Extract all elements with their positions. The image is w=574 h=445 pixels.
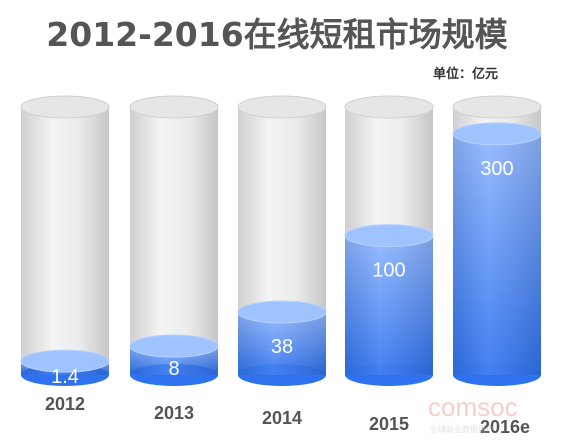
category-label-2014: 2014 xyxy=(262,408,302,428)
bar-2012: 1.4 2012 xyxy=(20,95,110,414)
bar-2013: 8 2013 xyxy=(129,95,219,423)
value-label-2014: 38 xyxy=(271,336,293,358)
cylinder-body-2013 xyxy=(130,107,218,375)
value-label-2012: 1.4 xyxy=(51,366,79,388)
chart-title: 2012-2016在线短租市场规模 xyxy=(46,15,508,54)
cylinder-body-2012 xyxy=(21,107,109,375)
bar-shade-2016e xyxy=(453,133,541,375)
bar-top-2016e xyxy=(452,122,542,146)
cylinder-top-2014 xyxy=(237,95,327,119)
bars-group: 1.4 2012 8 2013 38 2014 100 2015 300 2016e xyxy=(20,95,542,437)
bar-top-2013 xyxy=(129,334,219,358)
category-label-2015: 2015 xyxy=(369,414,409,434)
category-label-2016e: 2016e xyxy=(480,417,530,437)
bar-2014: 38 2014 xyxy=(237,95,327,428)
value-label-2013: 8 xyxy=(168,358,179,380)
cylinder-top-2016e xyxy=(452,95,542,119)
category-label-2012: 2012 xyxy=(45,394,85,414)
watermark: comsoc 全球商业数据用户 xyxy=(428,392,518,434)
value-label-2016e: 300 xyxy=(480,158,513,180)
bar-2015: 100 2015 xyxy=(344,95,434,434)
bar-shade-2015 xyxy=(345,235,433,375)
bar-top-2012 xyxy=(20,349,110,373)
watermark-brand: comsoc xyxy=(428,392,518,422)
unit-label: 单位：亿元 xyxy=(433,66,498,82)
cylinder-top-2013 xyxy=(129,95,219,119)
value-label-2015: 100 xyxy=(372,260,405,282)
cylinder-top-2012 xyxy=(20,95,110,119)
bar-2016e: 300 2016e xyxy=(452,95,542,437)
category-label-2013: 2013 xyxy=(154,403,194,423)
watermark-tagline: 全球商业数据用户 xyxy=(430,424,494,434)
cylinder-top-2015 xyxy=(344,95,434,119)
bar-top-2015 xyxy=(344,224,434,248)
bar-top-2014 xyxy=(237,300,327,324)
